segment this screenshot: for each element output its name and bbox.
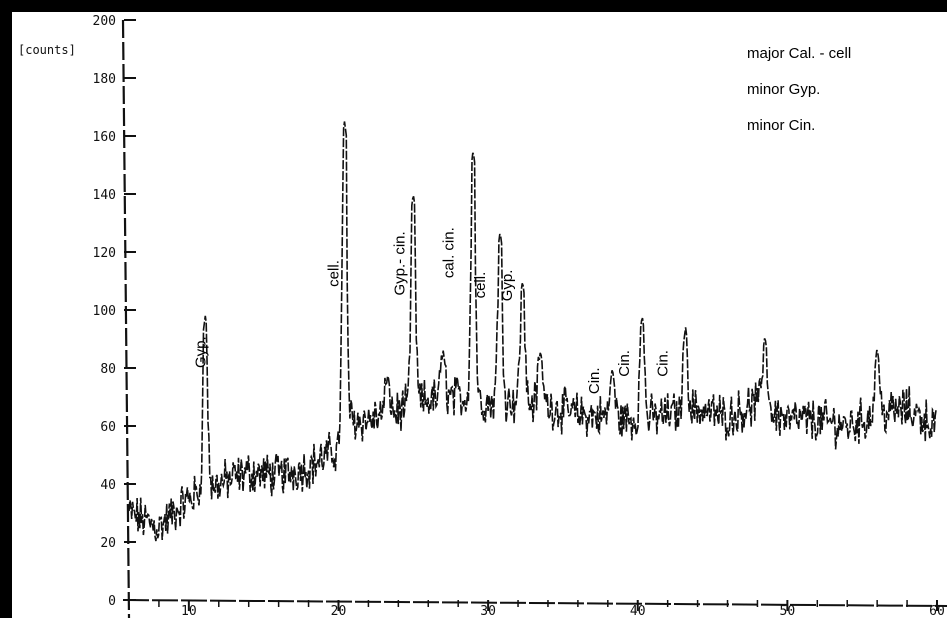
legend-entry-minor-cin: minor Cin. [747, 117, 815, 134]
peak-annotation: Cin. [586, 367, 603, 394]
x-tick-label: 40 [630, 604, 646, 618]
peak-annotation: Gyp. [499, 270, 516, 302]
peak-annotation: Gyp. [192, 336, 209, 368]
y-tick-label: 40 [100, 478, 116, 493]
peak-annotation: Gyp.- cin. [391, 231, 408, 295]
y-tick-label: 180 [93, 72, 116, 87]
y-axis [121, 19, 131, 618]
x-tick-label: 20 [331, 604, 347, 618]
peak-annotation: cell. [472, 272, 489, 299]
y-tick-label: 120 [93, 246, 116, 261]
legend-entry-major: major Cal. - cell [747, 45, 851, 62]
y-tick-label: 160 [93, 130, 116, 145]
y-tick-label: 100 [93, 304, 116, 319]
x-tick-label: 60 [929, 604, 945, 618]
y-tick-label: 60 [100, 420, 116, 435]
y-tick-label: 80 [100, 362, 116, 377]
x-ticks: 10 20 30 40 50 60 [158, 600, 945, 618]
x-tick-label: 10 [181, 604, 197, 618]
legend: major Cal. - cell minor Gyp. minor Cin. [747, 45, 851, 134]
y-tick-label: 0 [108, 594, 116, 609]
y-tick-label: 140 [93, 188, 116, 203]
peak-annotation: Cin. [616, 350, 633, 377]
y-tick-label: 20 [100, 536, 116, 551]
legend-entry-minor-gyp: minor Gyp. [747, 81, 820, 98]
peak-annotation: Cin. [655, 350, 672, 377]
y-axis-unit-label: [counts] [18, 43, 76, 57]
x-tick-label: 30 [480, 604, 496, 618]
peak-annotation: cal. cin. [441, 227, 458, 278]
peak-annotation: cell. [325, 260, 342, 287]
x-axis [122, 599, 947, 607]
y-ticks: 0 20 40 60 80 100 120 140 160 180 200 [93, 14, 136, 609]
y-tick-label: 200 [93, 14, 116, 29]
x-tick-label: 50 [780, 604, 796, 618]
peak-annotations: Gyp. cell. Gyp.- cin. cal. cin. cell. Gyp. Cin… [192, 227, 671, 394]
axes [121, 19, 947, 618]
xrd-chart: 0 20 40 60 80 100 120 140 160 180 200 10 20 30 40 50 60… [18, 14, 947, 618]
diffraction-trace [128, 121, 937, 542]
